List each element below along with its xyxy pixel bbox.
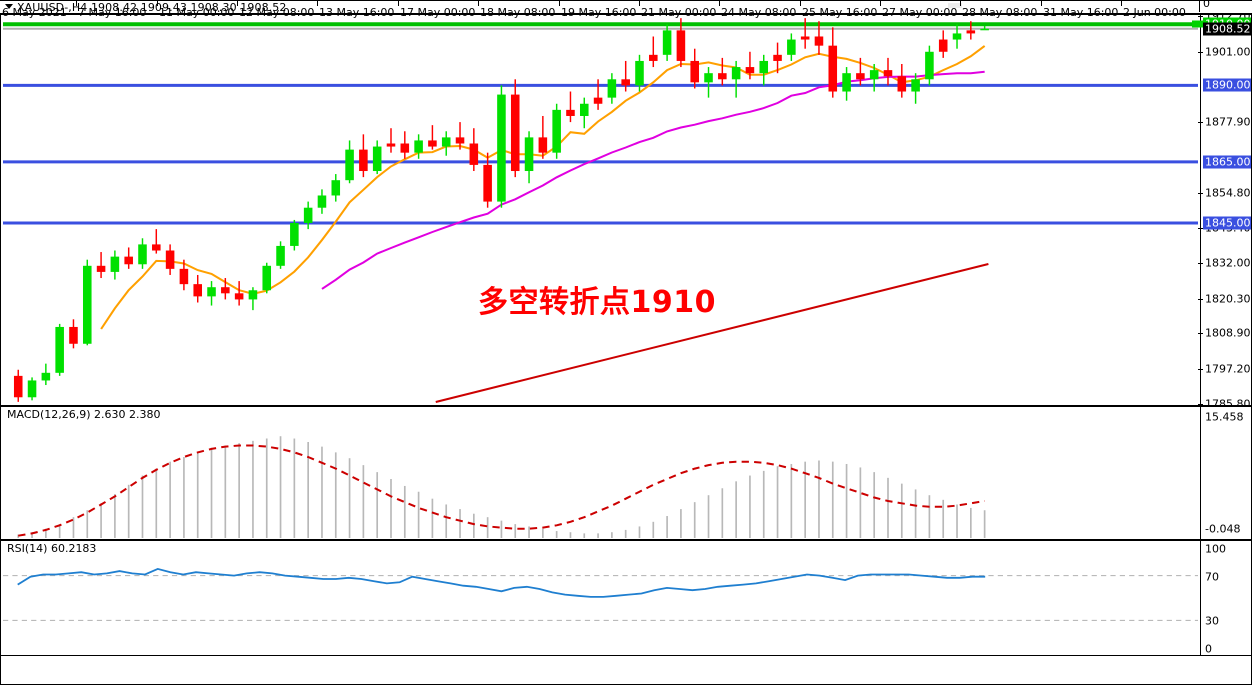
- price-tick: [1198, 122, 1203, 124]
- price-tick-label: 1808.90: [1205, 326, 1251, 340]
- time-tick-label: 12 May 08:00: [239, 6, 315, 19]
- time-tick-label: 17 May 00:00: [400, 6, 476, 19]
- price-tick-label: 1785.80: [1205, 397, 1251, 406]
- chart-annotation: 多空转折点1910: [478, 285, 716, 320]
- price-tick-label: 1832.00: [1205, 256, 1251, 270]
- time-tick-label: 25 May 16:00: [802, 6, 878, 19]
- time-tick: [719, 0, 720, 6]
- time-tick: [559, 0, 560, 6]
- price-scale[interactable]: 1912.701901.001877.901854.801843.401832.…: [1192, 15, 1251, 406]
- price-tick-label: 1854.80: [1205, 186, 1251, 200]
- time-tick: [237, 0, 238, 6]
- rsi-axis-label: 0: [1205, 642, 1212, 656]
- macd-axis-label: -0.048: [1205, 522, 1241, 536]
- price-tick: [1198, 333, 1203, 335]
- time-tick: [800, 0, 801, 6]
- macd-pane[interactable]: MACD(12,26,9) 2.630 2.380 15.458 -0.048: [0, 406, 1252, 540]
- macd-axis-label: 15.458: [1205, 410, 1244, 424]
- time-tick-label: 31 May 16:00: [1043, 6, 1119, 19]
- time-tick: [1121, 0, 1122, 6]
- time-tick-label: 28 May 08:00: [962, 6, 1038, 19]
- rsi-caption: RSI(14) 60.2183: [7, 542, 97, 555]
- time-tick: [157, 0, 158, 6]
- time-tick-label: 24 May 08:00: [721, 6, 797, 19]
- time-tick: [880, 0, 881, 6]
- rsi-pane[interactable]: RSI(14) 60.2183 100 70 30 0: [0, 540, 1252, 656]
- time-tick-label: 27 May 00:00: [882, 6, 958, 19]
- time-axis-zero-label: 0: [1203, 0, 1210, 10]
- rsi-axis-label: 100: [1205, 542, 1226, 556]
- price-level-tag-1845-00[interactable]: 1845.00: [1203, 216, 1251, 230]
- price-tick-label: 1797.20: [1205, 362, 1251, 376]
- time-tick: [76, 0, 77, 6]
- price-tick-label: 1901.00: [1205, 45, 1251, 59]
- price-level-tag-1865-00[interactable]: 1865.00: [1203, 155, 1251, 169]
- macd-caption: MACD(12,26,9) 2.630 2.380: [7, 408, 161, 421]
- macd-chart-svg: [17, 436, 986, 538]
- price-tick: [1198, 193, 1203, 195]
- time-tick-label: 6 May 2021: [2, 6, 67, 19]
- time-tick: [639, 0, 640, 6]
- rsi-chart-svg: [3, 567, 1198, 621]
- time-axis[interactable]: 0 6 May 2021 7 May 16:00 11 May 00:00 12 Ma…: [0, 0, 1252, 29]
- price-tick: [1198, 369, 1203, 371]
- time-tick-label: 7 May 16:00: [78, 6, 147, 19]
- time-tick-label: 18 May 08:00: [480, 6, 556, 19]
- time-axis-right-edge: [1199, 0, 1200, 12]
- time-tick: [478, 0, 479, 6]
- price-tick-label: 1820.30: [1205, 292, 1251, 305]
- time-tick-label: 11 May 00:00: [159, 6, 235, 19]
- price-level-tag-1890-00[interactable]: 1890.00: [1203, 78, 1251, 92]
- page-title: XAUUSD-,H4 1908.42 1909.43 1908.30 1908.…: [17, 1, 287, 14]
- time-tick: [398, 0, 399, 6]
- time-tick: [317, 0, 318, 6]
- time-tick: [960, 0, 961, 6]
- chart-title-bar: XAUUSD-,H4 1908.42 1909.43 1908.30 1908.…: [0, 0, 1252, 14]
- time-axis-rule: [0, 0, 1252, 1]
- price-pane[interactable]: 1912.701901.001877.901854.801843.401832.…: [0, 14, 1252, 406]
- top-marker: [948, 3, 962, 8]
- macd-scale: 15.458 -0.048: [1198, 407, 1251, 539]
- time-tick: [1041, 0, 1042, 6]
- price-plot-area[interactable]: [3, 16, 1198, 404]
- time-tick-label: 19 May 16:00: [561, 6, 637, 19]
- price-tick: [1198, 16, 1203, 17]
- price-tick: [1198, 404, 1203, 405]
- rsi-plot-area[interactable]: [3, 542, 1198, 654]
- title-divider: [0, 13, 1252, 14]
- price-axis-separator: [1200, 15, 1201, 405]
- chevron-down-icon[interactable]: [5, 4, 13, 9]
- macd-plot-area[interactable]: [3, 408, 1198, 538]
- price-tick: [1198, 262, 1203, 264]
- time-tick-label: 13 May 16:00: [319, 6, 395, 19]
- price-tick-label: 1877.90: [1205, 115, 1251, 129]
- price-tick: [1198, 51, 1203, 53]
- time-tick-label: 2 Jun 00:00: [1123, 6, 1186, 19]
- price-level-tag-1908-52[interactable]: 1908.52: [1203, 22, 1251, 36]
- price-tick: [1198, 298, 1203, 300]
- rsi-scale: 100 70 30 0: [1198, 541, 1251, 656]
- macd-axis-separator: [1200, 407, 1201, 539]
- rsi-axis-separator: [1200, 541, 1201, 655]
- rsi-axis-label: 30: [1205, 614, 1219, 628]
- price-chart-svg: [3, 18, 1198, 403]
- target-marker: [1192, 20, 1203, 28]
- time-tick-label: 21 May 00:00: [641, 6, 717, 19]
- price-tick: [1198, 227, 1203, 229]
- rsi-axis-label: 70: [1205, 570, 1219, 584]
